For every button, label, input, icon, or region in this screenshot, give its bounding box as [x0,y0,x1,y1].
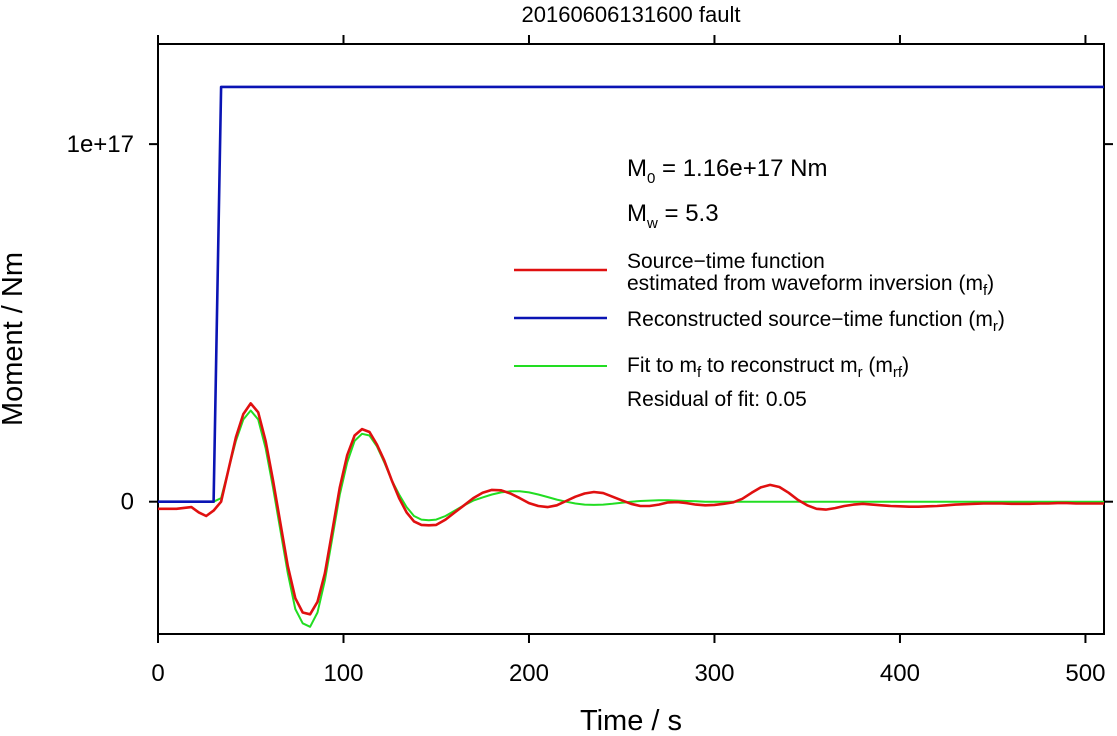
legend: Source−time function estimated from wave… [514,250,1005,411]
series-line-mrf [158,409,1104,628]
y-tick-label: 0 [121,489,134,516]
y-axis-label: Moment / Nm [0,252,29,426]
legend-mr-text: Reconstructed source−time function (m [627,308,993,331]
x-tick-label: 300 [694,660,734,687]
mw-value: = 5.3 [658,200,719,227]
m0-value: = 1.16e+17 Nm [655,155,827,182]
legend-mr-tail: ) [998,308,1005,331]
residual-of-fit: Residual of fit: 0.05 [627,388,807,411]
plot-frame [157,43,1105,635]
series-line-mr [158,85,1104,504]
y-axis-ticks: 0 1e+17 [67,131,1113,516]
legend-mrf-tail2: (m [863,354,893,377]
x-tick-label: 400 [880,660,920,687]
y-tick-label: 1e+17 [67,131,134,158]
legend-mrf-text: Fit to m [627,354,697,377]
legend-label-mr: Reconstructed source−time function (mr) [627,308,1005,335]
seismic-moment-annotation: M0 = 1.16e+17 Nm [627,155,827,187]
legend-mrf-sub2: r [858,364,863,381]
moment-magnitude-annotation: Mw = 5.3 [627,200,719,232]
x-tick-label: 500 [1065,660,1105,687]
legend-mf-text: estimated from waveform inversion (m [627,272,983,295]
x-tick-label: 0 [151,660,164,687]
legend-label-mf-line2: estimated from waveform inversion (mf) [627,272,994,299]
legend-mrf-tail3: ) [902,354,909,377]
mw-symbol: M [627,200,647,227]
series-line-mf [158,402,1104,616]
m0-subscript: 0 [647,170,655,187]
legend-mrf-sub3: rf [893,364,903,381]
x-axis-ticks: 0 100 200 300 400 500 [151,35,1105,687]
x-tick-label: 200 [509,660,549,687]
x-tick-label: 100 [323,660,363,687]
legend-mf-tail: ) [987,272,994,295]
mw-subscript: w [646,215,658,232]
legend-mf-sub: f [983,282,988,299]
chart-title: 20160606131600 fault [522,2,741,27]
legend-label-mf-line1: Source−time function [627,250,825,273]
m0-symbol: M [627,155,647,182]
legend-mr-sub: r [993,318,998,335]
legend-label-mrf: Fit to mf to reconstruct mr (mrf) [627,354,909,381]
legend-mrf-sub1: f [697,364,702,381]
legend-mrf-tail1: to reconstruct m [701,354,857,377]
x-axis-label: Time / s [580,705,682,736]
series-layer [158,85,1104,628]
